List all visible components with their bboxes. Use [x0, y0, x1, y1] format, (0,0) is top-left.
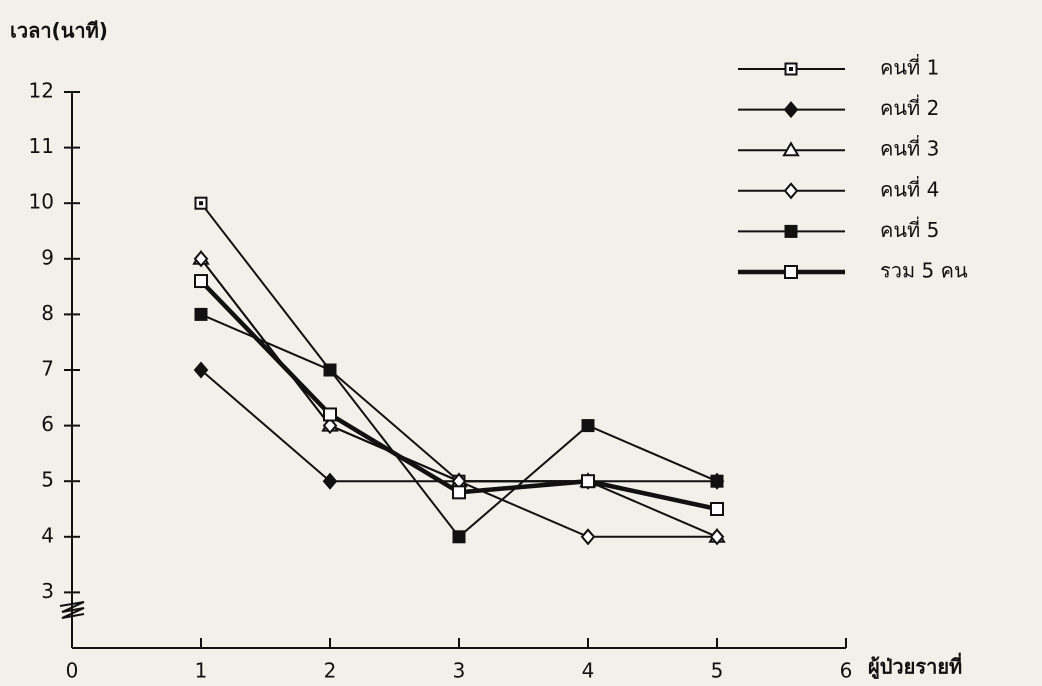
y-tick-label: 12 [29, 79, 54, 103]
y-tick-label: 11 [29, 134, 54, 158]
x-tick-label: 3 [453, 659, 466, 683]
legend-label: รวม 5 คน [880, 259, 968, 283]
y-tick-label: 7 [41, 357, 54, 381]
data-point [581, 474, 595, 489]
data-point [194, 274, 208, 289]
series-line [200, 202, 718, 510]
data-point [323, 363, 337, 377]
legend-label: คนที่ 1 [880, 54, 939, 80]
data-point [710, 502, 724, 516]
data-point [452, 530, 466, 544]
data-point [323, 407, 337, 422]
x-tick-label: 1 [195, 659, 208, 683]
y-tick-label: 6 [41, 412, 54, 436]
data-point [322, 472, 338, 490]
x-tick-label: 2 [324, 659, 337, 683]
data-point [581, 419, 595, 433]
data-point [194, 307, 208, 321]
y-tick-label: 10 [29, 190, 54, 214]
legend-marker [784, 224, 798, 238]
x-tick-label: 0 [66, 659, 79, 683]
legend-marker [782, 141, 800, 157]
data-point [580, 528, 596, 546]
data-point [322, 417, 338, 435]
legend-marker-dot [789, 67, 793, 71]
y-tick-label: 5 [41, 468, 54, 492]
y-tick-label: 4 [41, 523, 54, 547]
legend-marker [784, 265, 798, 279]
x-tick-label: 4 [582, 659, 595, 683]
axis-break [59, 601, 85, 619]
data-point [710, 474, 724, 488]
data-point [709, 528, 725, 546]
data-point-dot [199, 201, 203, 206]
legend-marker [783, 101, 799, 119]
data-point [193, 361, 209, 379]
data-point [452, 485, 466, 500]
legend-label: คนที่ 5 [880, 216, 939, 242]
data-point [193, 250, 209, 268]
y-tick-label: 3 [41, 579, 54, 603]
y-tick-label: 9 [41, 245, 54, 269]
series-line [200, 369, 717, 483]
legend-label: คนที่ 4 [880, 175, 939, 201]
x-tick-label: 5 [711, 659, 724, 683]
legend-label: คนที่ 2 [880, 94, 939, 120]
x-tick-label: 6 [840, 659, 853, 683]
x-axis-title: ผู้ป่วยรายที่ [868, 652, 962, 681]
y-axis-title: เวลา(นาที) [10, 19, 108, 43]
y-tick-label: 8 [41, 301, 54, 325]
legend-marker [783, 182, 799, 200]
legend-label: คนที่ 3 [880, 135, 939, 161]
